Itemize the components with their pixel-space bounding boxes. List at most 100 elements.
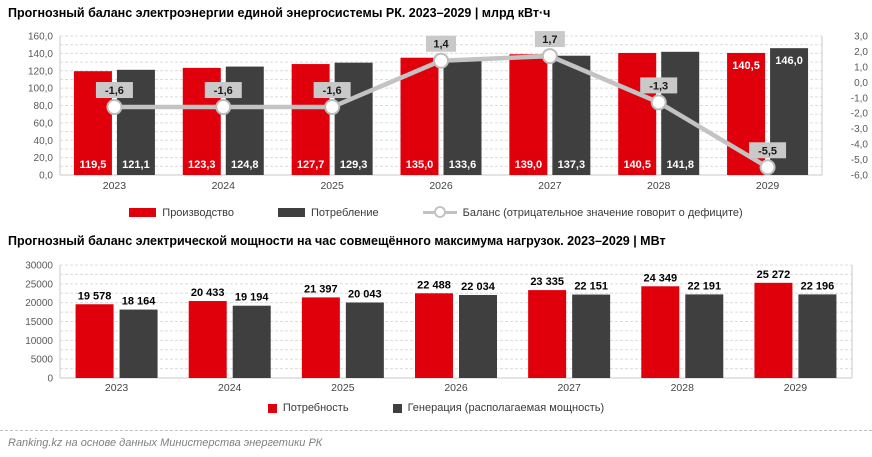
balance-label-2028: -1,3	[649, 80, 668, 92]
bar-generation-2025	[345, 302, 384, 378]
bar-consumption-2026	[443, 58, 482, 176]
balance-label-2026: 1,4	[433, 39, 449, 51]
bar-label-generation-2029: 22 196	[801, 280, 835, 292]
bar-label-consumption-2027: 137,3	[558, 159, 586, 171]
category-label: 2028	[647, 180, 671, 192]
bar-production-2028	[618, 52, 657, 175]
left-axis-tick: 140,0	[28, 49, 53, 60]
category-label: 2026	[429, 180, 453, 192]
legend-item-demand: Потребность	[267, 402, 349, 414]
bar-production-2027	[509, 54, 548, 175]
bar-demand-2025	[301, 297, 340, 378]
bar-label-demand-2027: 23 335	[530, 276, 564, 288]
bar-label-demand-2026: 22 488	[417, 279, 451, 291]
category-label: 2025	[331, 382, 355, 394]
legend-label-balance: Баланс (отрицательное значение говорит о…	[462, 206, 743, 219]
bar-label-consumption-2023: 121,1	[122, 159, 150, 171]
bar-demand-2024	[188, 301, 227, 378]
balance-label-2027: 1,7	[542, 34, 557, 46]
left-axis-tick: 0,0	[39, 171, 53, 182]
balance-marker-2029	[759, 159, 776, 176]
left-axis-tick: 30000	[25, 261, 53, 272]
balance-label-box	[749, 142, 787, 159]
balance-label-box	[204, 82, 242, 99]
bar-consumption-2027	[552, 55, 591, 175]
balance-line-marker-icon	[422, 206, 457, 219]
legend-item-balance: Баланс (отрицательное значение говорит о…	[422, 206, 743, 219]
balance-label-box	[426, 35, 456, 52]
bar-label-generation-2025: 20 043	[348, 289, 382, 301]
left-axis-tick: 20000	[25, 298, 53, 309]
generation-swatch	[392, 403, 402, 413]
left-axis-tick: 5000	[31, 355, 54, 366]
left-axis-tick: 25000	[25, 279, 53, 290]
bar-label-generation-2024: 19 194	[235, 292, 270, 304]
bar-label-demand-2025: 21 397	[304, 283, 338, 295]
right-axis-tick: -4,0	[851, 140, 869, 151]
category-label: 2023	[103, 180, 127, 192]
balance-label-2023: -1,6	[105, 85, 124, 97]
balance-marker-2024	[215, 99, 232, 116]
bar-demand-2028	[641, 286, 680, 378]
bar-label-generation-2027: 22 151	[574, 281, 608, 293]
bar-label-production-2025: 127,7	[297, 159, 325, 171]
chart-1-legend: Производство Потребление Баланс (отрицат…	[0, 206, 872, 219]
legend-label-consumption: Потребление	[311, 206, 379, 219]
demand-swatch	[267, 403, 277, 413]
category-label: 2026	[444, 382, 468, 394]
bar-label-consumption-2029: 146,0	[775, 55, 803, 67]
bar-demand-2027	[528, 290, 567, 378]
category-label: 2024	[212, 180, 236, 192]
bar-label-generation-2028: 22 191	[687, 280, 721, 292]
chart-2-legend: Потребность Генерация (располагаемая мощ…	[0, 402, 872, 414]
bar-label-production-2023: 119,5	[79, 159, 106, 171]
balance-label-box	[95, 82, 133, 99]
production-swatch	[129, 208, 157, 217]
category-label: 2025	[320, 180, 344, 192]
balance-marker-2027	[541, 48, 558, 65]
balance-label-2029: -5,5	[758, 145, 777, 157]
bar-generation-2028	[685, 294, 724, 378]
legend-item-generation: Генерация (располагаемая мощность)	[392, 402, 604, 414]
legend-item-consumption: Потребление	[278, 207, 379, 219]
chart-2-plot: 0 5000 10000 15000 20000 25000 30000 2023 2024 20…	[25, 261, 853, 394]
bar-label-production-2026: 135,0	[406, 159, 434, 171]
right-axis-tick: 2,0	[854, 47, 868, 58]
right-axis-tick: 3,0	[854, 32, 868, 43]
category-label: 2027	[557, 382, 581, 394]
bar-label-production-2029: 140,5	[732, 60, 760, 72]
left-axis-tick: 20,0	[34, 153, 54, 164]
right-axis-tick: -1,0	[851, 93, 869, 104]
left-axis-tick: 80,0	[34, 101, 54, 112]
right-axis-tick: 1,0	[854, 62, 868, 73]
right-axis-tick: 0,0	[854, 78, 868, 89]
right-axis-tick: -2,0	[851, 109, 869, 120]
left-axis-tick: 160,0	[28, 32, 53, 43]
source-note: Ranking.kz на основе данных Министерства…	[0, 430, 872, 449]
left-axis-tick: 0	[47, 374, 53, 385]
balance-label-2025: -1,6	[323, 85, 342, 97]
category-label: 2029	[784, 382, 808, 394]
bar-label-demand-2029: 25 272	[757, 269, 791, 281]
balance-label-box	[640, 77, 678, 94]
legend-label-demand: Потребность	[282, 402, 349, 414]
balance-label-box	[313, 82, 351, 99]
category-label: 2029	[756, 180, 780, 192]
bar-label-consumption-2028: 141,8	[666, 159, 694, 171]
bar-label-demand-2024: 20 433	[191, 287, 225, 299]
chart-2-title: Прогнозный баланс электрической мощности…	[8, 234, 666, 248]
right-axis-tick: -5,0	[851, 155, 869, 166]
bar-generation-2023	[119, 309, 158, 378]
bar-label-production-2028: 140,5	[623, 159, 651, 171]
bar-label-demand-2023: 19 578	[78, 290, 112, 302]
bar-consumption-2025	[334, 62, 373, 175]
category-label: 2023	[105, 382, 129, 394]
bar-label-consumption-2024: 124,8	[231, 159, 259, 171]
balance-label-2024: -1,6	[214, 85, 233, 97]
bar-label-demand-2028: 24 349	[643, 272, 677, 284]
bar-label-generation-2023: 18 164	[122, 296, 157, 308]
balance-marker-2028	[650, 94, 667, 111]
right-axis-tick: -3,0	[851, 124, 869, 135]
bar-generation-2029	[798, 294, 837, 378]
balance-marker-2023	[106, 99, 123, 116]
